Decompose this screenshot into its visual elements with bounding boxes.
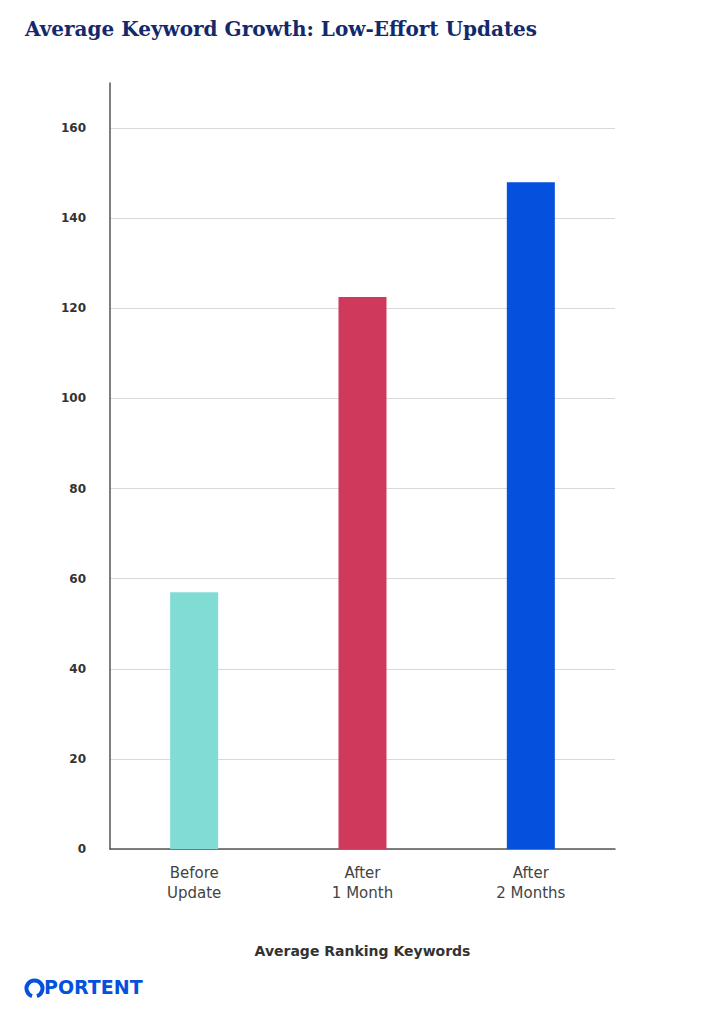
svg-text:Average Keyword Growth: Low-Ef: Average Keyword Growth: Low-Effort Updat… bbox=[24, 17, 537, 41]
svg-text:140: 140 bbox=[61, 211, 86, 225]
svg-text:120: 120 bbox=[61, 301, 86, 315]
svg-text:2 Months: 2 Months bbox=[496, 884, 565, 902]
svg-text:80: 80 bbox=[69, 482, 86, 496]
svg-text:PORTENT: PORTENT bbox=[44, 976, 143, 998]
svg-text:1 Month: 1 Month bbox=[332, 884, 393, 902]
svg-text:40: 40 bbox=[69, 662, 86, 676]
svg-text:Update: Update bbox=[167, 884, 221, 902]
svg-text:60: 60 bbox=[69, 572, 86, 586]
svg-text:Before: Before bbox=[170, 864, 219, 882]
svg-text:After: After bbox=[513, 864, 550, 882]
svg-text:After: After bbox=[344, 864, 381, 882]
svg-text:20: 20 bbox=[69, 752, 86, 766]
svg-text:100: 100 bbox=[61, 391, 86, 405]
svg-text:160: 160 bbox=[61, 121, 86, 135]
svg-text:Average Ranking Keywords: Average Ranking Keywords bbox=[255, 943, 471, 959]
svg-text:0: 0 bbox=[78, 842, 86, 856]
